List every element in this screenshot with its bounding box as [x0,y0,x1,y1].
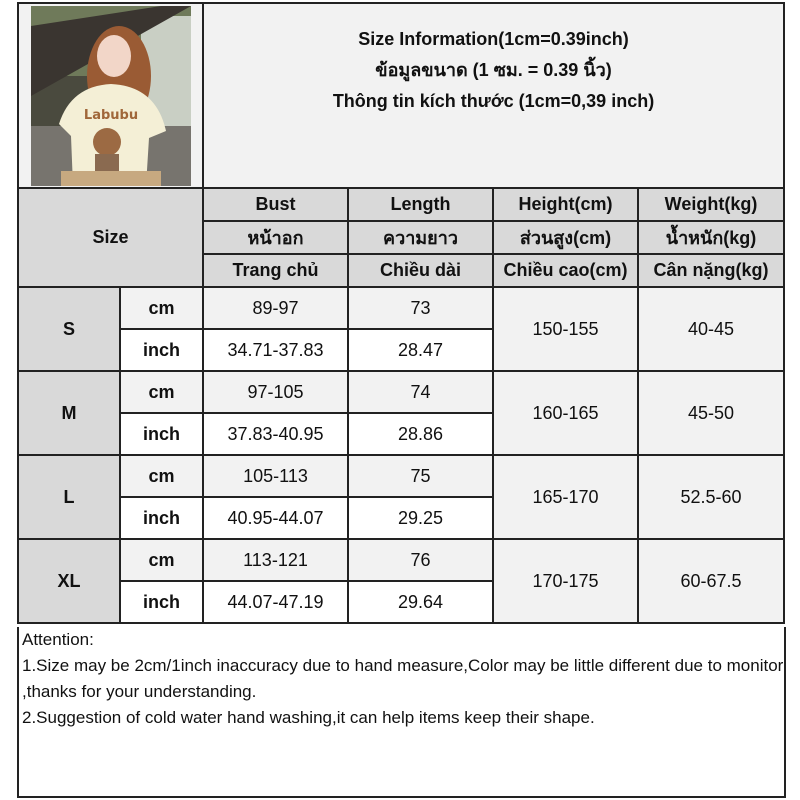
unit-cm: cm [119,454,204,498]
height-range: 170-175 [492,538,639,624]
height-range: 165-170 [492,454,639,540]
bust-inch: 40.95-44.07 [202,496,349,540]
weight-range: 45-50 [636,370,786,456]
length-inch: 29.25 [347,496,494,540]
product-photo: Labubu [17,2,204,189]
length-inch: 28.47 [347,328,494,372]
size-row-inch: inch 37.83-40.95 28.86 [18,412,784,456]
bust-cm: 113-121 [202,538,349,582]
length-cm: 75 [347,454,494,498]
weight-range: 52.5-60 [636,454,786,540]
size-label: L [17,454,121,540]
col-height-vi: Chiều cao(cm) [492,253,639,288]
bust-cm: 89-97 [202,286,349,330]
size-row-inch: inch 40.95-44.07 29.25 [18,496,784,540]
bust-inch: 34.71-37.83 [202,328,349,372]
unit-cm: cm [119,286,204,330]
unit-inch: inch [119,412,204,456]
col-length-en: Length [347,187,494,222]
height-range: 160-165 [492,370,639,456]
attention-notes: Attention: 1.Size may be 2cm/1inch inacc… [17,627,786,798]
product-photo-icon: Labubu [30,5,191,186]
col-weight-vi: Cân nặng(kg) [636,253,786,288]
bust-cm: 105-113 [202,454,349,498]
weight-range: 40-45 [636,286,786,372]
unit-inch: inch [119,580,204,624]
col-height-th: ส่วนสูง(cm) [492,220,639,255]
attention-heading: Attention: [22,630,94,649]
col-length-th: ความยาว [347,220,494,255]
bust-cm: 97-105 [202,370,349,414]
unit-cm: cm [119,538,204,582]
height-range: 150-155 [492,286,639,372]
size-chart-table: Labubu Size Information(1cm=0.39inch) ข้… [17,2,786,624]
bust-inch: 37.83-40.95 [202,412,349,456]
col-bust-en: Bust [202,187,349,222]
svg-text:Labubu: Labubu [83,108,137,123]
col-height-en: Height(cm) [492,187,639,222]
title-english: Size Information(1cm=0.39inch) [358,29,629,49]
size-info-title: Size Information(1cm=0.39inch) ข้อมูลขนา… [201,2,786,189]
length-cm: 74 [347,370,494,414]
length-cm: 73 [347,286,494,330]
size-row-inch: inch 44.07-47.19 29.64 [18,580,784,624]
attention-note-2: 2.Suggestion of cold water hand washing,… [22,708,595,727]
unit-inch: inch [119,496,204,540]
title-vietnamese: Thông tin kích thước (1cm=0,39 inch) [332,91,655,111]
size-label: XL [17,538,121,624]
col-bust-vi: Trang chủ [202,253,349,288]
unit-inch: inch [119,328,204,372]
length-cm: 76 [347,538,494,582]
weight-range: 60-67.5 [636,538,786,624]
size-header: Size [17,187,204,288]
title-thai: ข้อมูลขนาด (1 ซม. = 0.39 นิ้ว) [375,60,612,80]
attention-note-1: 1.Size may be 2cm/1inch inaccuracy due t… [22,656,789,701]
col-weight-th: น้ำหนัก(kg) [636,220,786,255]
unit-cm: cm [119,370,204,414]
size-row-cm: XL cm 113-121 76 170-175 60-67.5 [17,538,786,624]
col-weight-en: Weight(kg) [636,187,786,222]
col-bust-th: หน้าอก [202,220,349,255]
length-inch: 28.86 [347,412,494,456]
col-length-vi: Chiều dài [347,253,494,288]
bust-inch: 44.07-47.19 [202,580,349,624]
size-label: M [17,370,121,456]
size-label: S [17,286,121,372]
length-inch: 29.64 [347,580,494,624]
size-row-inch: inch 34.71-37.83 28.47 [18,328,784,372]
